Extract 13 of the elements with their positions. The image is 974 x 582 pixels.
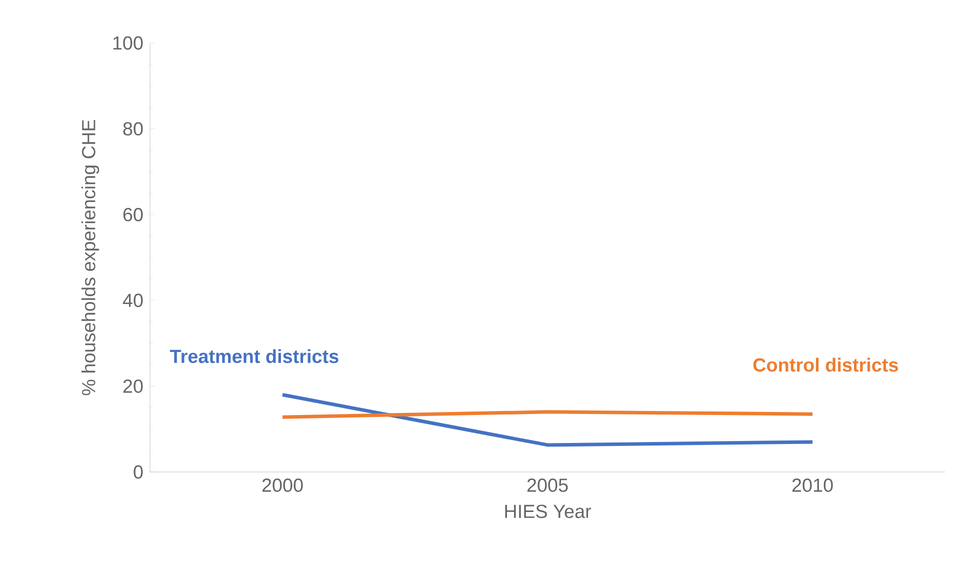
x-tick-label: 2010 xyxy=(792,478,833,492)
y-tick-label: 20 xyxy=(123,379,143,393)
y-axis-title: % households experiencing CHE xyxy=(81,120,100,396)
y-tick-label: 40 xyxy=(122,294,143,308)
x-axis-title: HIES Year xyxy=(505,504,592,518)
x-tick-label: 2000 xyxy=(262,478,303,492)
text: Control districts xyxy=(753,358,898,372)
y-tick-label: 100 xyxy=(113,36,143,50)
text: Treatment districts xyxy=(170,349,338,364)
y-tick-label: 80 xyxy=(123,122,143,136)
y-tick-label: 60 xyxy=(123,208,143,222)
x-tick-label: 2005 xyxy=(527,478,568,492)
y-tick-label: 0 xyxy=(134,465,143,479)
